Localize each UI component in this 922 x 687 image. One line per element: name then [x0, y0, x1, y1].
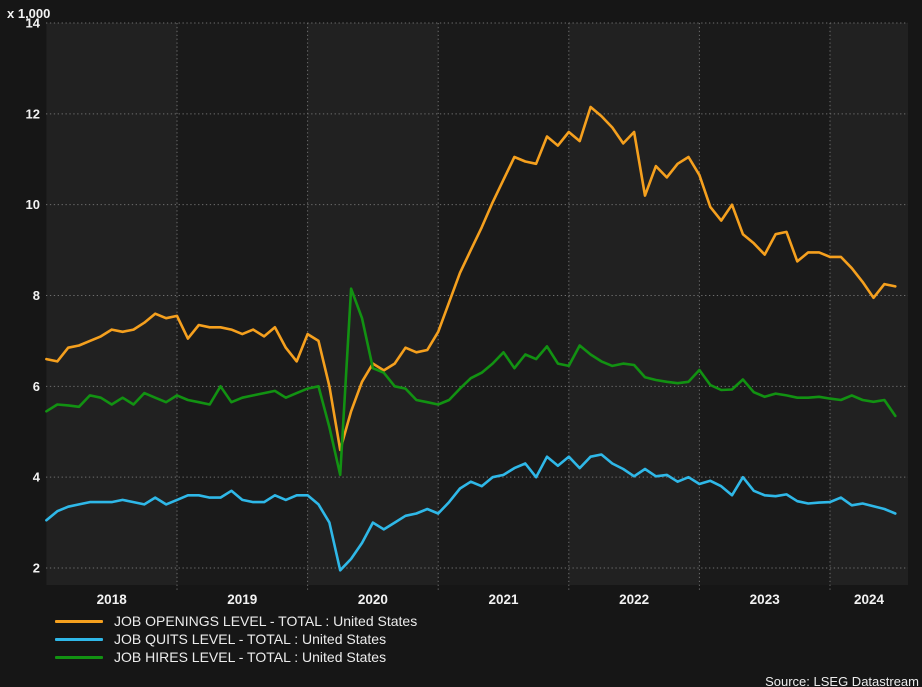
openings-line-swatch [55, 619, 103, 623]
x-tick-label: 2022 [619, 592, 649, 607]
hires-line-swatch [55, 655, 103, 659]
y-tick-label: 12 [26, 106, 40, 121]
quits-line [45, 453, 897, 572]
year-band [699, 23, 830, 585]
y-tick-label: 4 [33, 470, 41, 485]
y-tick-label: 6 [33, 379, 40, 394]
y-tick-label: 2 [33, 561, 40, 576]
y-tick-label: 14 [26, 15, 41, 30]
x-tick-label: 2019 [227, 592, 257, 607]
x-tick-label: 2021 [488, 592, 519, 607]
legend-label-quits: JOB QUITS LEVEL - TOTAL : United States [114, 631, 387, 647]
hires-line [45, 287, 897, 477]
year-band [438, 23, 569, 585]
source-attribution: Source: LSEG Datastream [765, 674, 919, 687]
legend: JOB OPENINGS LEVEL - TOTAL : United Stat… [55, 612, 417, 666]
legend-item-quits: JOB QUITS LEVEL - TOTAL : United States [55, 630, 417, 648]
y-tick-label: 10 [26, 197, 40, 212]
x-tick-label: 2018 [97, 592, 128, 607]
quits-line-swatch [55, 637, 103, 641]
year-band [46, 23, 178, 585]
y-axis-unit-label: x 1,000 [7, 6, 51, 21]
year-band [177, 23, 308, 585]
legend-label-openings: JOB OPENINGS LEVEL - TOTAL : United Stat… [114, 613, 418, 629]
x-tick-label: 2020 [358, 592, 388, 607]
year-band [568, 23, 700, 585]
year-band [830, 23, 908, 585]
x-tick-label: 2023 [750, 592, 781, 607]
legend-label-hires: JOB HIRES LEVEL - TOTAL : United States [114, 649, 387, 665]
legend-item-openings: JOB OPENINGS LEVEL - TOTAL : United Stat… [55, 612, 417, 630]
y-tick-label: 8 [33, 288, 40, 303]
legend-item-hires: JOB HIRES LEVEL - TOTAL : United States [55, 648, 417, 666]
year-band [307, 23, 439, 585]
openings-line [45, 105, 897, 452]
x-tick-label: 2024 [854, 592, 885, 607]
